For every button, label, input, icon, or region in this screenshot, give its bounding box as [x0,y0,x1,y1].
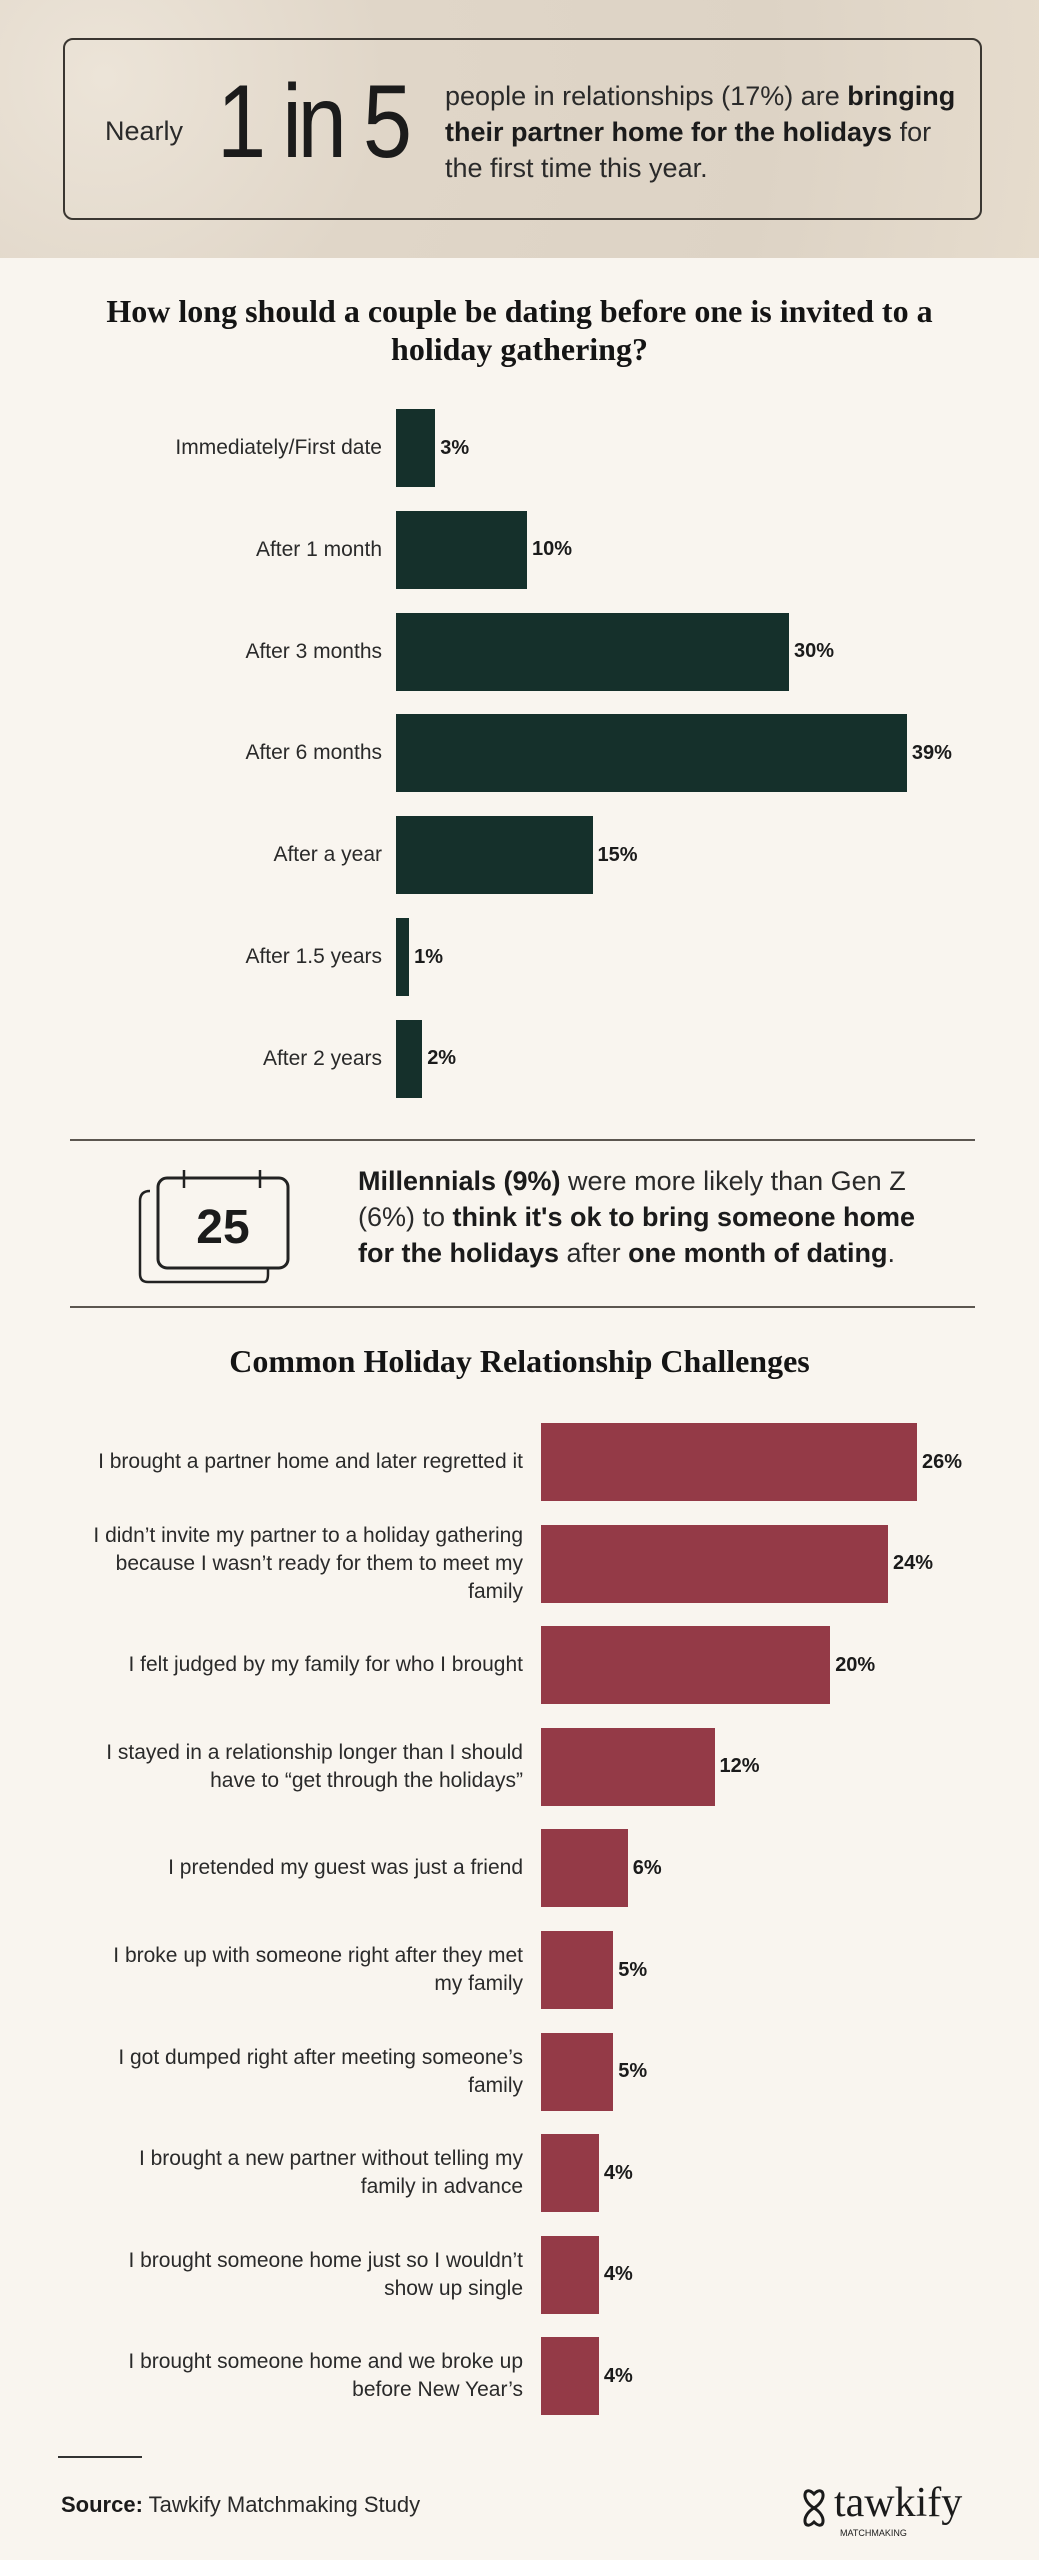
bar-row: After 6 months 39% [0,714,1039,793]
bar-value-label: 24% [893,1552,934,1575]
bar [541,1524,889,1603]
bar-row: After a year 15% [0,816,1039,895]
bar-value-label: 3% [440,436,470,459]
bar [396,409,436,487]
bar-label: After 6 months [245,741,382,765]
bar [541,1727,715,1806]
tawkify-logo: tawkify MATCHMAKING [803,2480,962,2538]
bar-value-label: 5% [618,1958,648,1981]
bar-value-label: 30% [794,640,835,663]
bar-label: I brought a new partner without telling … [138,2147,523,2199]
stat-text: people in relationships (17%) are bringi… [445,81,956,183]
bar-value-label: 12% [719,1755,760,1778]
bar-row: I got dumped right after meeting someone… [0,2032,1039,2111]
bar-label: Immediately/First date [175,436,382,459]
bar-label: After 3 months [245,639,382,663]
bar-label: I felt judged by my family for who I bro… [128,1653,523,1677]
bar-row: I stayed in a relationship longer than I… [0,1727,1039,1806]
bar-label: I brought a partner home and later regre… [98,1450,523,1473]
bar-label: I got dumped right after meeting someone… [118,2045,523,2097]
hero-banner: Nearly 1 in 5 people in relationships (1… [0,0,1039,258]
stat-box: Nearly 1 in 5 people in relationships (1… [63,38,982,220]
bar-row: I brought a new partner without telling … [0,2134,1039,2213]
bar-row: After 3 months 30% [0,612,1039,691]
bar-value-label: 5% [618,2060,648,2083]
bar [541,2134,599,2213]
stat-prefix: Nearly [105,116,184,146]
bar-value-label: 39% [911,741,952,764]
bar [541,1626,831,1705]
svg-text:MATCHMAKING: MATCHMAKING [840,2528,907,2538]
bar-value-label: 15% [597,843,638,866]
bar [541,2337,599,2416]
bar-label: I brought someone home just so I wouldn’… [128,2248,523,2300]
svg-text:25: 25 [196,1201,249,1254]
bar-value-label: 2% [427,1047,457,1070]
bar-value-label: 1% [414,945,443,968]
bar [541,1829,628,1908]
bar-value-label: 26% [921,1450,962,1473]
bar [541,1931,614,2009]
millennials-callout: Millennials (9%) were more likely than G… [358,1166,915,1268]
bar-row: After 1.5 years 1% [0,918,1039,996]
bar-value-label: 4% [603,2263,633,2286]
source-divider [58,2456,142,2458]
bar-row: I felt judged by my family for who I bro… [0,1626,1039,1705]
stat-value: 1 in 5 [217,64,412,180]
bar-label: After 2 years [262,1046,382,1070]
bar-value-label: 10% [532,538,573,561]
source-note: Source: Tawkify Matchmaking Study [61,2492,421,2517]
divider [70,1139,975,1141]
chart1-title: How long should a couple be dating befor… [106,293,933,367]
bar [396,714,907,793]
bar [541,1423,917,1501]
bar-row: I didn’t invite my partner to a holiday … [0,1523,1039,1603]
bar [396,612,789,691]
bar-row: I pretended my guest was just a friend 6% [0,1829,1039,1908]
bar [396,510,527,589]
bar-label: I pretended my guest was just a friend [168,1856,523,1880]
bar [396,816,593,895]
bar-value-label: 20% [835,1653,876,1676]
svg-text:tawkify: tawkify [834,2480,962,2526]
bar-label: I broke up with someone right after they… [113,1944,523,1995]
bar-value-label: 6% [632,1856,662,1879]
bar-row: After 2 years 2% [0,1019,1039,1098]
bar-value-label: 4% [603,2364,633,2387]
bar-row: I brought someone home just so I wouldn’… [0,2235,1039,2314]
calendar-icon: 25 [138,1170,290,1284]
bar-label: After 1 month [255,537,382,561]
bar-label: I didn’t invite my partner to a holiday … [93,1523,523,1603]
bar [541,2032,614,2111]
bar-row: Immediately/First date 3% [0,409,1039,487]
bar-row: I brought someone home and we broke up b… [0,2337,1039,2416]
bar-label: I brought someone home and we broke up b… [128,2350,523,2402]
chart2-title: Common Holiday Relationship Challenges [229,1343,810,1379]
bar-row: After 1 month 10% [0,510,1039,589]
bar-row: I brought a partner home and later regre… [0,1423,1039,1501]
bar [396,918,410,996]
bar-label: After a year [273,843,382,867]
bar-label: I stayed in a relationship longer than I… [106,1740,523,1792]
bar-value-label: 4% [603,2161,633,2184]
bar-label: After 1.5 years [245,945,382,968]
divider [70,1306,975,1308]
bar-row: I broke up with someone right after they… [0,1931,1039,2009]
bar [541,2235,599,2314]
bar [396,1019,423,1098]
